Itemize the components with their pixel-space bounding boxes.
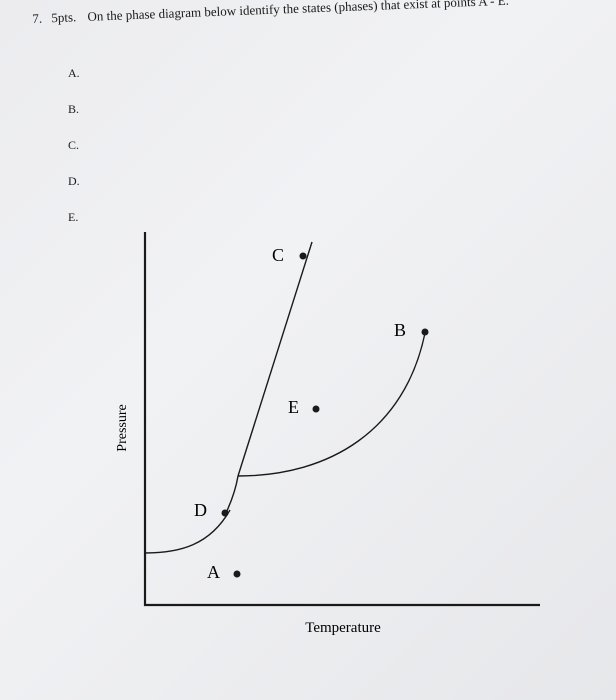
point-label-b: B bbox=[394, 320, 406, 340]
answer-label-b: B. bbox=[68, 102, 80, 116]
point-dot-c bbox=[299, 252, 307, 260]
answer-label-a: A. bbox=[68, 66, 80, 80]
fusion-curve bbox=[237, 241, 313, 477]
point-dot-b bbox=[421, 328, 429, 336]
point-d: D bbox=[194, 500, 229, 520]
point-c: C bbox=[272, 245, 307, 265]
x-axis-label: Temperature bbox=[305, 620, 381, 636]
y-axis-label: Pressure bbox=[115, 404, 130, 451]
sublimation-curve bbox=[144, 509, 231, 554]
solid-liquid-curve-lower bbox=[225, 475, 239, 514]
point-b: B bbox=[394, 320, 429, 340]
point-label-d: D bbox=[194, 500, 207, 520]
point-dot-e bbox=[312, 405, 320, 413]
point-e: E bbox=[288, 397, 320, 417]
answer-label-d: D. bbox=[68, 174, 80, 188]
answer-list: A. B. C. D. E. bbox=[68, 64, 80, 244]
answer-label-c: C. bbox=[68, 138, 80, 152]
point-label-c: C bbox=[272, 245, 284, 265]
point-a: A bbox=[207, 562, 241, 582]
point-dot-a bbox=[233, 570, 241, 578]
point-dot-d bbox=[221, 509, 229, 517]
answer-label-e: E. bbox=[68, 210, 79, 224]
point-label-a: A bbox=[207, 562, 220, 582]
point-label-e: E bbox=[288, 397, 299, 417]
vaporization-curve bbox=[237, 332, 426, 477]
